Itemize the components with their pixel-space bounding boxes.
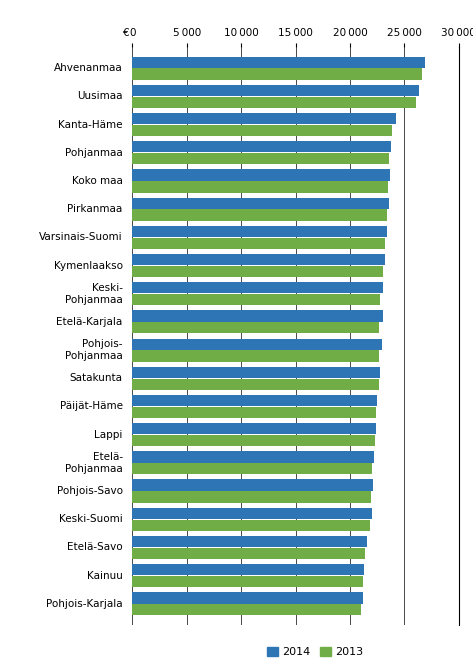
Bar: [132, 339, 382, 350]
Bar: [132, 226, 387, 237]
Bar: [132, 97, 416, 108]
Bar: [132, 266, 383, 277]
Bar: [132, 463, 372, 474]
Bar: [132, 548, 365, 559]
Bar: [132, 407, 376, 418]
Bar: [132, 294, 380, 305]
Bar: [132, 238, 385, 249]
Bar: [132, 536, 368, 547]
Bar: [132, 435, 375, 446]
Legend: 2014, 2013: 2014, 2013: [263, 642, 368, 661]
Bar: [132, 210, 387, 220]
Bar: [132, 491, 371, 503]
Bar: [132, 367, 380, 378]
Bar: [132, 125, 393, 136]
Bar: [132, 169, 390, 181]
Bar: [132, 282, 383, 294]
Text: €: €: [123, 28, 129, 38]
Bar: [132, 350, 379, 362]
Bar: [132, 564, 364, 575]
Bar: [132, 113, 396, 124]
Bar: [132, 519, 369, 531]
Bar: [132, 480, 373, 491]
Bar: [132, 507, 372, 519]
Bar: [132, 592, 363, 603]
Bar: [132, 604, 361, 616]
Bar: [132, 322, 379, 333]
Bar: [132, 423, 376, 434]
Bar: [132, 198, 389, 209]
Bar: [132, 310, 383, 322]
Bar: [132, 56, 425, 68]
Bar: [132, 69, 422, 80]
Bar: [132, 452, 374, 462]
Bar: [132, 576, 363, 587]
Bar: [132, 153, 389, 165]
Bar: [132, 395, 377, 406]
Bar: [132, 378, 379, 390]
Bar: [132, 85, 419, 96]
Bar: [132, 141, 391, 153]
Bar: [132, 181, 388, 192]
Bar: [132, 254, 385, 265]
